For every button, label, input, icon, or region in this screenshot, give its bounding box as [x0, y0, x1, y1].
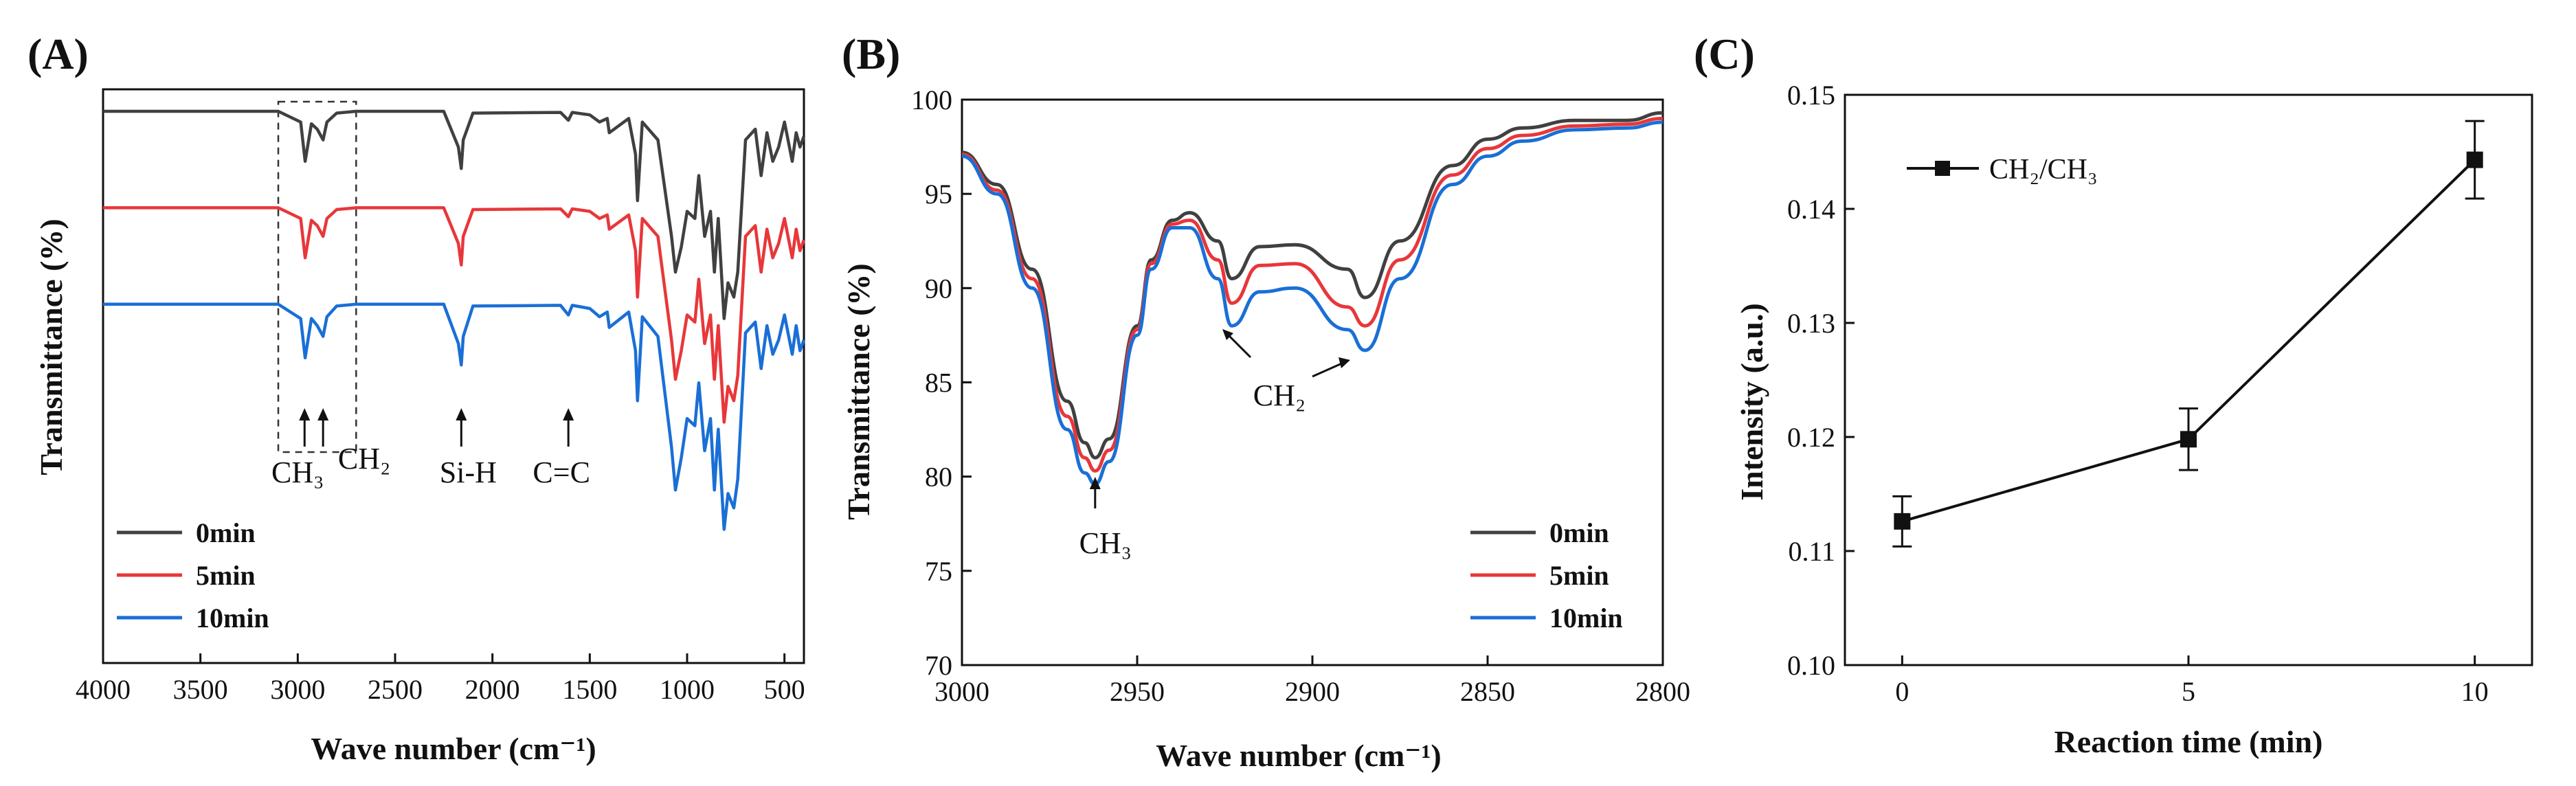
- panel-b-series-line-0min: [962, 113, 1663, 458]
- panel-b-x-tick-label: 2800: [1635, 676, 1690, 707]
- panel-b-series-line-10min: [962, 122, 1663, 484]
- panel-a-legend-label: 5min: [196, 560, 256, 591]
- panel-c-y-axis-title: Intensity (a.u.): [1734, 303, 1769, 501]
- panel-a-x-tick-label: 2500: [368, 674, 423, 705]
- panel-a-annotation-label: C=C: [533, 456, 590, 489]
- panel-b-y-tick-label: 95: [925, 179, 952, 210]
- panel-c-frame: [1845, 95, 2532, 665]
- panel-b: (B) 3000 2950 2900 2850 2800 707580859095100…: [841, 30, 1690, 773]
- panel-a-x-tick-label: 1500: [562, 674, 617, 705]
- panel-b-y-tick-label: 75: [925, 556, 952, 587]
- panel-b-x-tick-label: 2850: [1460, 676, 1515, 707]
- panel-c-y-tick-label: 0.14: [1787, 194, 1835, 225]
- panel-b-y-tick-label: 90: [925, 273, 952, 304]
- panel-a-annotation-label: CH₃: [271, 456, 324, 489]
- panel-b-x-ticks: 3000 2950 2900 2850 2800: [934, 655, 1690, 707]
- panel-b-y-tick-label: 85: [925, 368, 952, 398]
- panel-a-legend: 0min 5min 10min: [117, 517, 269, 633]
- panel-c: (C) 0 5 10 0.10 0.11 0.12 0.13 0.14 0.15 CH₂/CH…: [1694, 30, 2532, 759]
- panel-c-series: [1892, 121, 2484, 546]
- panel-c-legend: CH₂/CH₃: [1907, 154, 2098, 186]
- panel-c-legend-swatch-marker: [1935, 161, 1950, 176]
- panel-a-x-tick-label: 4000: [76, 674, 131, 705]
- panel-c-x-ticks: 0 5 10: [1895, 655, 2488, 707]
- panel-c-legend-label: CH₂/CH₃: [1989, 154, 2098, 186]
- panel-a-annotation-arrowhead: [456, 408, 467, 420]
- panel-b-legend-label: 5min: [1549, 560, 1609, 591]
- panel-a-annotations: CH₃ CH₂ Si-H C=C: [271, 408, 590, 489]
- panel-c-x-tick-label: 5: [2182, 676, 2195, 707]
- panel-a-x-tick-label: 2000: [465, 674, 520, 705]
- panel-c-data-point: [2467, 152, 2483, 168]
- panel-c-y-tick-label: 0.10: [1787, 650, 1835, 681]
- panel-c-data-point: [2180, 431, 2197, 447]
- panel-c-y-tick-label: 0.13: [1787, 308, 1835, 339]
- panel-label-b: (B): [842, 30, 900, 78]
- panel-b-y-axis-title: Transmittance (%): [841, 263, 876, 519]
- panel-a-annotation-arrowhead: [299, 408, 310, 420]
- panel-c-x-tick-label: 0: [1895, 676, 1909, 707]
- panel-b-ch2-arrowhead-right: [1339, 357, 1350, 368]
- panel-label-a: (A): [27, 30, 89, 78]
- panel-c-y-tick-label: 0.15: [1787, 80, 1835, 111]
- panel-c-y-tick-label: 0.11: [1788, 536, 1835, 567]
- panel-a-legend-label: 10min: [196, 603, 269, 633]
- panel-a-series-line-10min: [103, 304, 804, 530]
- panel-a-x-tick-label: 1000: [660, 674, 715, 705]
- panel-c-data-point: [1894, 513, 1910, 530]
- panel-b-ch2-label: CH₂: [1253, 379, 1306, 412]
- panel-b-legend: 0min 5min 10min: [1470, 517, 1623, 633]
- panel-a-y-axis-title: Transmittance (%): [34, 218, 69, 475]
- panel-c-y-tick-label: 0.12: [1787, 422, 1835, 453]
- panel-a-legend-label: 0min: [196, 517, 256, 548]
- panel-b-legend-label: 0min: [1549, 517, 1609, 548]
- panel-c-x-tick-label: 10: [2461, 676, 2489, 707]
- panel-b-ch2-arrow-right: [1312, 363, 1343, 377]
- panel-a-x-axis-title: Wave number (cm⁻¹): [311, 731, 596, 766]
- panel-a-annotation-label: Si-H: [440, 456, 497, 489]
- panel-b-x-axis-title: Wave number (cm⁻¹): [1156, 738, 1441, 773]
- panel-a-highlight-box: [278, 102, 356, 452]
- panel-a-x-tick-label: 3000: [270, 674, 325, 705]
- panel-a-x-tick-label: 500: [764, 674, 805, 705]
- panel-b-annotations: CH₃ CH₂: [1079, 329, 1350, 560]
- panel-b-x-tick-label: 2950: [1110, 676, 1165, 707]
- panel-b-legend-label: 10min: [1549, 603, 1623, 633]
- panel-b-y-tick-label: 100: [911, 85, 952, 115]
- panel-b-x-tick-label: 2900: [1285, 676, 1340, 707]
- panel-b-curves: [962, 113, 1663, 484]
- panel-b-ch2-arrow-left: [1227, 333, 1251, 357]
- figure: (A) 4000 3500 3000 2500 2000 1500 1000 500 CH₃ C…: [0, 0, 2576, 786]
- panel-label-c: (C): [1694, 30, 1755, 78]
- panel-a-annotation-label: CH₂: [338, 442, 390, 475]
- panel-a-annotation-arrowhead: [563, 408, 574, 420]
- panel-a: (A) 4000 3500 3000 2500 2000 1500 1000 500 CH₃ C…: [27, 30, 805, 766]
- panel-b-ch3-label: CH₃: [1079, 526, 1132, 560]
- panel-a-x-ticks: 4000 3500 3000 2500 2000 1500 1000 500: [76, 653, 805, 705]
- panel-c-plot-area: [1845, 95, 2532, 665]
- panel-a-x-tick-label: 3500: [173, 674, 228, 705]
- panel-b-y-tick-label: 80: [925, 462, 952, 493]
- panel-b-y-tick-label: 70: [925, 650, 952, 681]
- panel-a-annotation-arrowhead: [317, 408, 328, 420]
- panel-c-x-axis-title: Reaction time (min): [2054, 724, 2323, 759]
